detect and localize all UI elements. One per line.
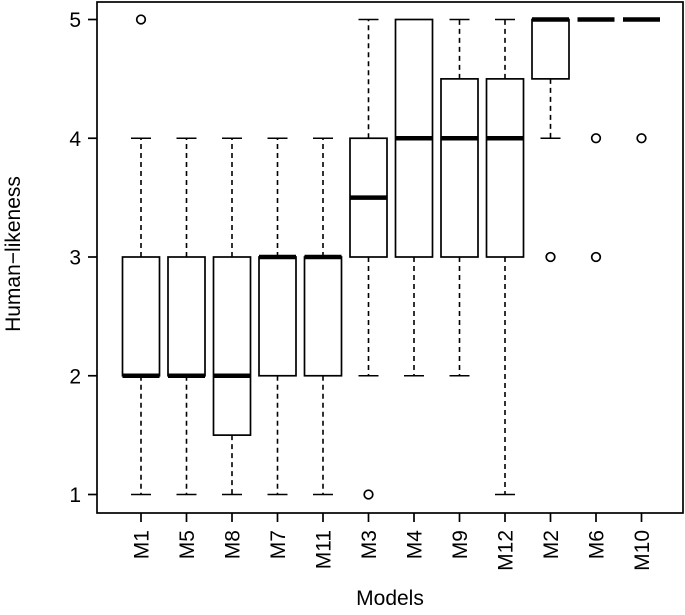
y-tick-label: 3	[69, 247, 81, 270]
iqr-box-M11	[303, 256, 343, 377]
x-axis-title: Models	[356, 587, 424, 610]
iqr-box-M7	[258, 256, 297, 377]
outlier-point-M10	[636, 133, 647, 144]
outlier-point-M3	[363, 489, 374, 500]
iqr-box-M5	[167, 256, 206, 377]
x-tick-label: M5	[176, 530, 199, 559]
outlier-point-M2	[545, 251, 556, 263]
y-tick-label: 1	[69, 484, 81, 507]
outlier-point-M1	[135, 14, 147, 25]
x-tick-label: M6	[586, 530, 609, 559]
x-tick-label: M4	[404, 530, 427, 559]
x-tick-label: M12	[495, 530, 518, 571]
iqr-box-M1	[121, 256, 161, 377]
y-tick-label: 4	[69, 128, 81, 151]
outlier-point-M6	[590, 251, 602, 263]
iqr-box-M9	[440, 78, 479, 258]
iqr-box-M8	[212, 256, 252, 436]
x-tick-label: M8	[222, 530, 245, 559]
x-tick-label: M7	[267, 530, 290, 559]
x-tick-label: M1	[131, 530, 154, 559]
x-tick-label: M2	[540, 530, 563, 559]
x-tick-label: M3	[358, 530, 381, 559]
x-tick-label: M10	[631, 530, 654, 571]
x-tick-label: M11	[313, 530, 336, 569]
iqr-box-M12	[485, 78, 525, 258]
iqr-box-M2	[531, 18, 570, 80]
y-tick-label: 5	[69, 9, 81, 32]
y-axis-title: Human−likeness	[2, 176, 25, 332]
y-tick-label: 2	[69, 365, 81, 388]
x-tick-label: M9	[449, 530, 472, 559]
outlier-point-M6	[590, 133, 602, 144]
